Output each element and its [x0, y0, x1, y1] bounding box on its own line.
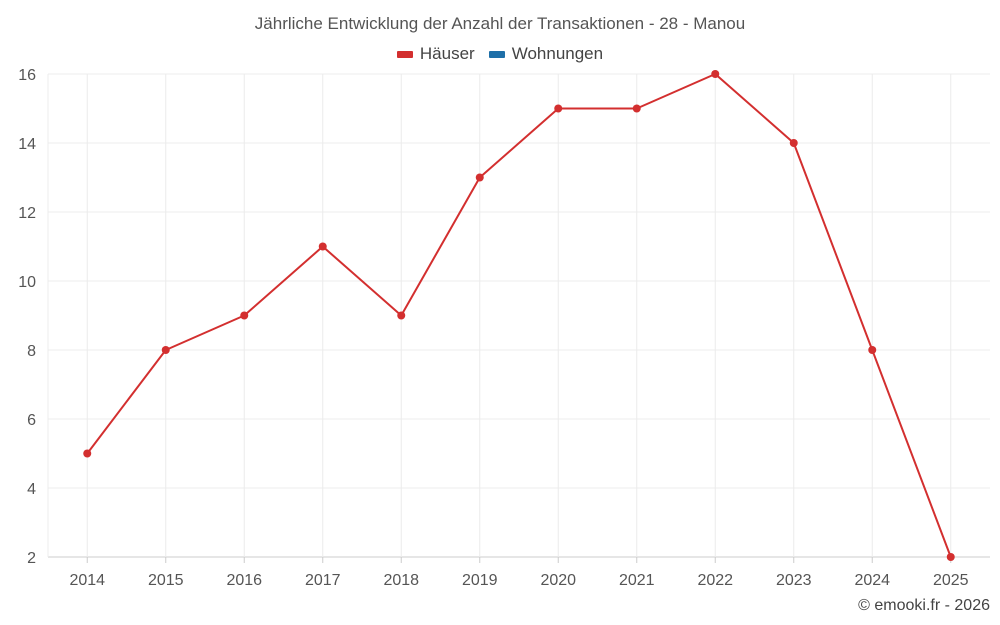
series-layer — [83, 70, 955, 561]
x-tick-label: 2023 — [776, 572, 812, 589]
legend-swatch-haeuser — [396, 50, 413, 58]
grid-lines — [48, 73, 990, 558]
data-point[interactable] — [789, 139, 798, 147]
x-tick-label: 2018 — [383, 572, 419, 589]
data-point[interactable] — [318, 242, 327, 251]
x-tick-label: 2015 — [148, 572, 184, 589]
x-tick-label: 2020 — [540, 572, 576, 589]
y-tick-label: 12 — [18, 205, 36, 222]
data-point[interactable] — [868, 346, 877, 354]
y-tick-label: 2 — [27, 550, 36, 567]
legend-label-haeuser: Häuser — [419, 44, 475, 63]
data-point[interactable] — [397, 311, 406, 320]
x-tick-label: 2024 — [854, 572, 890, 589]
data-point[interactable] — [240, 311, 249, 320]
y-tick-label: 8 — [27, 343, 36, 360]
legend-item-wohnungen[interactable]: Wohnungen — [488, 44, 604, 64]
chart-title: Jährliche Entwicklung der Anzahl der Tra… — [254, 14, 746, 33]
credit-text: © emooki.fr - 2026 — [858, 597, 990, 614]
legend-item-haeuser[interactable]: Häuser — [396, 44, 475, 64]
data-point[interactable] — [554, 104, 563, 113]
y-tick-label: 6 — [27, 412, 36, 429]
x-axis: 2014 2015 2016 2017 2018 2019 2020 2021 2022 2023… — [69, 557, 969, 589]
x-tick-label: 2022 — [697, 572, 733, 589]
x-tick-label: 2021 — [619, 572, 655, 589]
data-point[interactable] — [632, 104, 641, 113]
data-point[interactable] — [83, 449, 92, 458]
data-point[interactable] — [711, 70, 720, 78]
y-tick-label: 16 — [18, 67, 36, 84]
data-point[interactable] — [946, 553, 955, 561]
y-tick-label: 4 — [27, 481, 36, 498]
x-tick-label: 2014 — [69, 572, 105, 589]
data-point[interactable] — [475, 173, 484, 182]
x-tick-label: 2025 — [933, 572, 969, 589]
legend-swatch-wohnungen — [488, 50, 505, 58]
y-tick-label: 10 — [18, 274, 36, 291]
data-point[interactable] — [161, 346, 170, 354]
series-line-0 — [86, 73, 952, 558]
y-axis: 2 4 6 8 10 12 14 16 — [18, 67, 49, 567]
x-tick-label: 2019 — [462, 572, 498, 589]
legend: Häuser Wohnungen — [0, 44, 1000, 64]
x-tick-label: 2016 — [226, 572, 262, 589]
y-tick-label: 14 — [18, 136, 36, 153]
legend-label-wohnungen: Wohnungen — [511, 44, 604, 63]
x-tick-label: 2017 — [305, 572, 341, 589]
